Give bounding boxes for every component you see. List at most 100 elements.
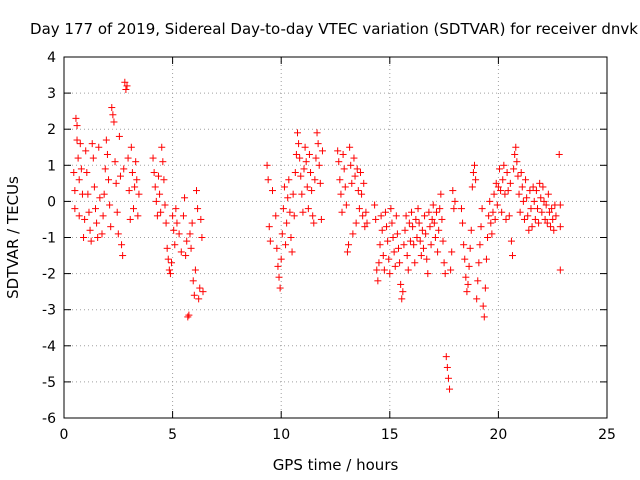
data-point: [547, 223, 555, 231]
data-point: [108, 104, 116, 112]
data-point: [373, 266, 381, 274]
data-point: [278, 230, 286, 238]
data-point: [374, 277, 382, 285]
data-point: [80, 234, 88, 241]
data-point: [71, 205, 79, 213]
data-point: [106, 201, 114, 209]
data-point: [83, 169, 91, 177]
data-point: [391, 262, 399, 270]
data-point: [417, 252, 425, 260]
data-point: [378, 226, 386, 234]
data-point: [511, 150, 519, 158]
data-point: [447, 266, 455, 274]
data-point: [555, 150, 563, 158]
data-point: [355, 205, 363, 213]
data-point: [377, 212, 385, 220]
data-point: [478, 205, 486, 213]
data-point: [549, 215, 557, 223]
data-point: [515, 190, 523, 198]
data-point: [510, 165, 518, 173]
data-point: [165, 266, 173, 274]
data-point: [375, 259, 383, 267]
data-point: [507, 237, 515, 245]
x-tick-label: 20: [489, 427, 507, 443]
data-point: [347, 161, 355, 169]
data-point: [538, 208, 546, 216]
data-point: [81, 215, 89, 223]
data-point: [126, 215, 134, 223]
data-point: [477, 223, 485, 231]
data-point: [513, 158, 521, 166]
data-point: [338, 208, 346, 216]
data-point: [340, 165, 348, 173]
data-point: [345, 241, 353, 249]
data-point: [500, 161, 508, 169]
y-axis-ticks: -6 -5 -4 -3 -2 -1 0 1 2 3 4: [42, 50, 607, 427]
data-point: [405, 219, 413, 227]
data-point: [285, 176, 293, 184]
data-point: [399, 288, 407, 296]
data-point: [134, 212, 142, 220]
x-tick-label: 0: [60, 427, 69, 443]
data-point: [523, 194, 531, 202]
data-point: [177, 248, 185, 256]
data-point: [299, 208, 307, 216]
data-point: [279, 205, 287, 213]
data-point: [552, 212, 560, 220]
data-point: [91, 205, 99, 213]
data-point: [304, 205, 312, 213]
data-point: [441, 270, 449, 278]
y-tick-label: -1: [42, 231, 56, 247]
data-point: [490, 190, 498, 198]
data-point: [273, 244, 281, 252]
data-point: [393, 230, 401, 238]
data-point: [464, 280, 472, 288]
data-point: [182, 252, 190, 260]
data-point: [354, 187, 362, 195]
data-point: [459, 219, 467, 227]
data-point: [353, 165, 361, 173]
data-point: [390, 248, 398, 256]
data-point: [362, 208, 370, 216]
data-point: [537, 194, 545, 202]
data-point: [157, 208, 165, 216]
data-points: [70, 78, 564, 393]
data-point: [284, 194, 292, 202]
y-tick-label: -3: [42, 303, 56, 319]
data-point: [495, 165, 503, 173]
data-point: [536, 179, 544, 187]
data-point: [440, 259, 448, 267]
y-tick-label: 1: [47, 158, 56, 174]
data-point: [71, 187, 79, 195]
data-point: [282, 241, 290, 249]
data-point: [379, 252, 387, 260]
data-point: [85, 208, 93, 216]
data-point: [292, 150, 300, 158]
data-point: [149, 154, 157, 162]
data-point: [131, 183, 139, 191]
data-point: [372, 215, 380, 223]
data-point: [160, 176, 168, 184]
data-point: [125, 187, 133, 195]
data-point: [472, 176, 480, 184]
data-point: [74, 154, 82, 162]
data-point: [76, 140, 84, 148]
data-point: [302, 158, 310, 166]
data-point: [162, 219, 170, 227]
data-point: [468, 183, 476, 191]
data-point: [371, 201, 379, 209]
data-point: [410, 241, 418, 249]
data-point: [408, 208, 416, 216]
data-point: [98, 230, 106, 238]
y-tick-label: -4: [42, 339, 56, 355]
data-point: [88, 140, 96, 148]
data-point: [416, 237, 424, 245]
y-tick-label: 3: [47, 86, 56, 102]
data-point: [514, 172, 522, 180]
data-point: [423, 255, 431, 263]
data-point: [163, 244, 171, 252]
data-point: [446, 385, 454, 393]
data-point: [150, 169, 158, 177]
data-point: [103, 150, 111, 158]
